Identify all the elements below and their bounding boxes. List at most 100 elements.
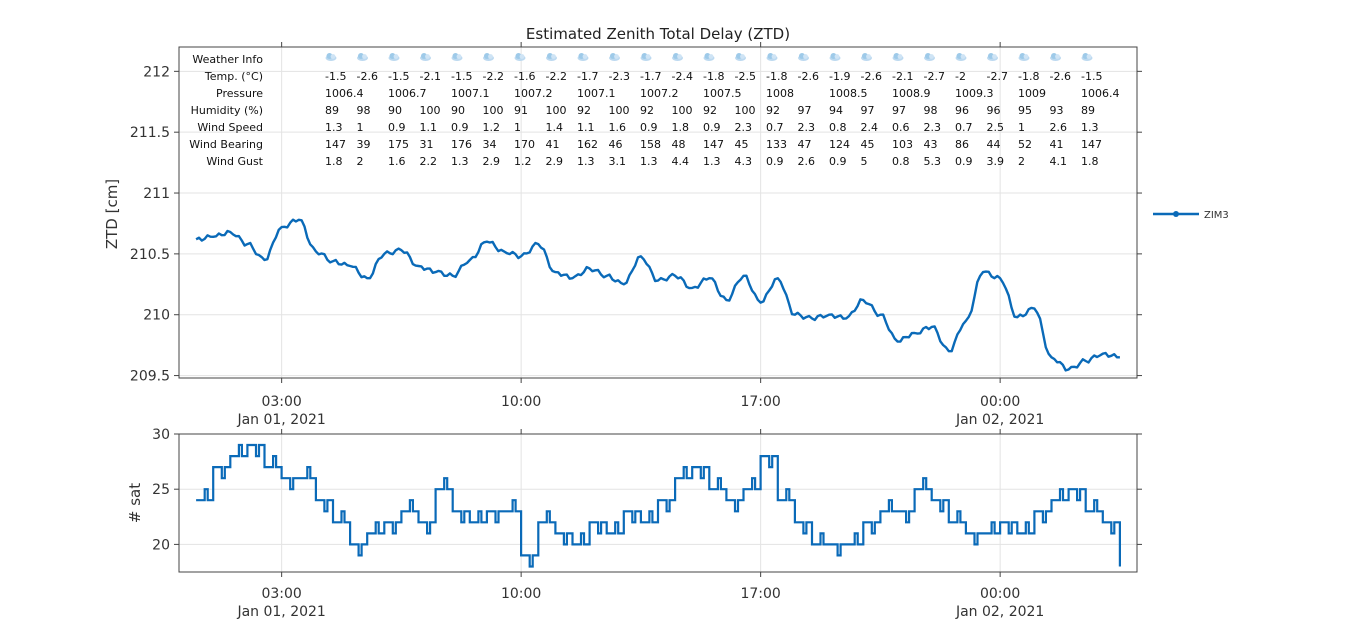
weather-cell: 1007.1: [577, 87, 616, 100]
weather-cell: 52: [1018, 138, 1032, 151]
cloud-icon: [546, 53, 557, 61]
x-tick-date-label: Jan 01, 2021: [236, 412, 325, 428]
weather-cell: -2.6: [798, 70, 819, 83]
weather-cell: 4.3: [735, 155, 753, 168]
cloud-icon: [798, 53, 809, 61]
weather-cell: 3.1: [609, 155, 627, 168]
x-tick-date-label: Jan 02, 2021: [955, 412, 1044, 428]
weather-cell: 48: [672, 138, 686, 151]
weather-cell: 98: [924, 104, 938, 117]
weather-cell: -1.8: [766, 70, 787, 83]
weather-cell: -2.3: [609, 70, 630, 83]
sat-y-ticks: 20 25 30: [152, 427, 1142, 553]
cloud-icon: [703, 53, 715, 61]
weather-cell: 103: [892, 138, 913, 151]
cloud-icon: [735, 53, 746, 61]
weather-cell: -2.2: [546, 70, 567, 83]
weather-cell: 1: [357, 121, 364, 134]
weather-cell: 147: [325, 138, 346, 151]
weather-cell: 44: [987, 138, 1001, 151]
cloud-icon: [672, 53, 683, 61]
cloud-icon: [1050, 53, 1061, 61]
weather-cell: -2.7: [924, 70, 945, 83]
weather-cell: 45: [735, 138, 749, 151]
x-tick-label: 10:00: [501, 586, 541, 602]
weather-cell: 100: [546, 104, 567, 117]
weather-cell: 0.9: [955, 155, 973, 168]
weather-cell: 0.9: [388, 121, 406, 134]
weather-cell: 1007.5: [703, 87, 742, 100]
x-tick-label: 17:00: [740, 394, 780, 410]
x-tick-date-label: Jan 01, 2021: [236, 604, 325, 620]
weather-cell: 1.3: [640, 155, 658, 168]
weather-cell: 147: [1081, 138, 1102, 151]
weather-cell: 2.6: [1050, 121, 1068, 134]
weather-cell: 3.9: [987, 155, 1005, 168]
weather-cell: 1: [514, 121, 521, 134]
weather-row-label: Wind Speed: [197, 121, 263, 134]
weather-cell: 2.3: [798, 121, 816, 134]
weather-cell: -2.7: [987, 70, 1008, 83]
weather-cell: 1009.3: [955, 87, 994, 100]
weather-cell: 4.1: [1050, 155, 1068, 168]
weather-cell: -2.4: [672, 70, 693, 83]
sat-series-line: [196, 443, 1121, 568]
weather-cell: 96: [987, 104, 1001, 117]
weather-cell: 1.8: [672, 121, 690, 134]
weather-row-label: Humidity (%): [191, 104, 263, 117]
weather-cell: 39: [357, 138, 371, 151]
weather-cell: 0.6: [892, 121, 910, 134]
weather-cell: -2: [955, 70, 966, 83]
weather-cell: 5: [861, 155, 868, 168]
y-tick-label: 210.5: [130, 247, 170, 263]
weather-cell: 2.2: [420, 155, 438, 168]
weather-cell: 2.3: [735, 121, 753, 134]
weather-cell: 1008: [766, 87, 794, 100]
cloud-icon: [609, 53, 620, 61]
ztd-gridlines: [179, 47, 1137, 378]
weather-cell: -2.6: [861, 70, 882, 83]
ztd-x-ticks: 03:00 Jan 01, 2021 10:00 17:00 00:00 Jan 02, …: [236, 42, 1044, 428]
weather-cell: 1007.1: [451, 87, 490, 100]
cloud-icon: [483, 53, 494, 61]
weather-cell: 90: [388, 104, 402, 117]
weather-cell: 92: [640, 104, 654, 117]
weather-cell: 100: [735, 104, 756, 117]
x-tick-label: 03:00: [261, 394, 301, 410]
y-tick-label: 25: [152, 482, 170, 498]
weather-cell: -2.5: [735, 70, 756, 83]
weather-cell: 97: [798, 104, 812, 117]
weather-cell: 1.3: [325, 121, 343, 134]
weather-cell: 0.9: [451, 121, 469, 134]
cloud-icon: [357, 53, 368, 61]
cloud-icon: [388, 53, 400, 61]
weather-cell: 34: [483, 138, 497, 151]
legend-marker-zim3: [1173, 211, 1179, 217]
legend[interactable]: ZIM3: [1153, 210, 1229, 221]
weather-cell: -1.5: [325, 70, 346, 83]
weather-cell: 2.6: [798, 155, 816, 168]
weather-cell: 2.3: [924, 121, 942, 134]
weather-cell: 1.6: [388, 155, 406, 168]
x-tick-label: 17:00: [740, 586, 780, 602]
sat-plot: 20 25 30 03:00 Jan 01, 2021 10:00 17:00 00:00 J…: [126, 427, 1142, 620]
x-tick-label: 00:00: [980, 394, 1020, 410]
weather-cell: 98: [357, 104, 371, 117]
weather-info-table: Weather Info Temp. (°C) -1.5 -2.6 -1.5 -2.1 -1…: [189, 53, 1120, 168]
cloud-icon: [955, 53, 967, 61]
ztd-plot-frame: [178, 46, 1138, 379]
weather-cell: 1.3: [1081, 121, 1099, 134]
x-tick-label: 00:00: [980, 586, 1020, 602]
weather-row-label: Weather Info: [192, 53, 263, 66]
weather-cell: 96: [955, 104, 969, 117]
weather-row-label: Wind Bearing: [189, 138, 263, 151]
cloud-icon: [420, 53, 431, 61]
weather-cell: 0.9: [766, 155, 784, 168]
weather-cell: 1.2: [514, 155, 532, 168]
weather-cell: -1.7: [577, 70, 598, 83]
cloud-icon: [766, 53, 778, 61]
cloud-icon: [861, 53, 872, 61]
weather-cell: 92: [703, 104, 717, 117]
x-tick-label: 03:00: [261, 586, 301, 602]
